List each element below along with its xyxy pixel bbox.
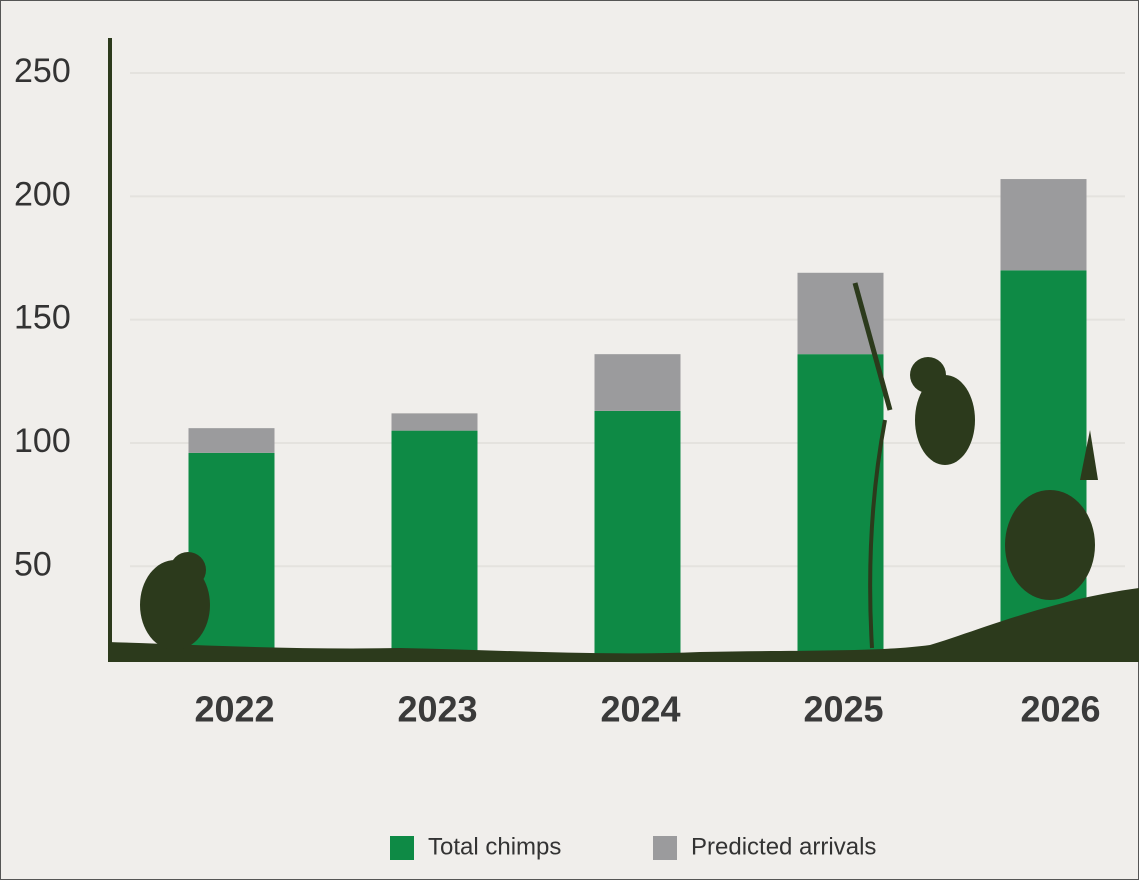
- bar-segment: [594, 354, 681, 411]
- bar-segment: [1000, 179, 1087, 271]
- y-tick-label: 200: [14, 175, 71, 213]
- bar-segment: [188, 428, 275, 453]
- y-tick-label: 250: [14, 52, 71, 90]
- x-tick-label: 2022: [194, 689, 274, 730]
- x-tick-label: 2025: [803, 689, 883, 730]
- x-tick-label: 2023: [397, 689, 477, 730]
- legend-label: Predicted arrivals: [691, 833, 876, 860]
- y-tick-label: 50: [14, 545, 52, 583]
- x-tick-label: 2024: [600, 689, 680, 730]
- x-tick-label: 2026: [1020, 689, 1100, 730]
- bar-segment: [594, 410, 681, 660]
- bar-segment: [391, 413, 478, 431]
- legend-swatch: [390, 836, 414, 860]
- bar-segment: [391, 430, 478, 660]
- y-tick-label: 100: [14, 422, 71, 460]
- legend-label: Total chimps: [428, 833, 561, 860]
- ground: [108, 588, 1139, 662]
- legend-swatch: [653, 836, 677, 860]
- chimp-silhouettes: [140, 282, 1098, 650]
- y-tick-label: 150: [14, 299, 71, 337]
